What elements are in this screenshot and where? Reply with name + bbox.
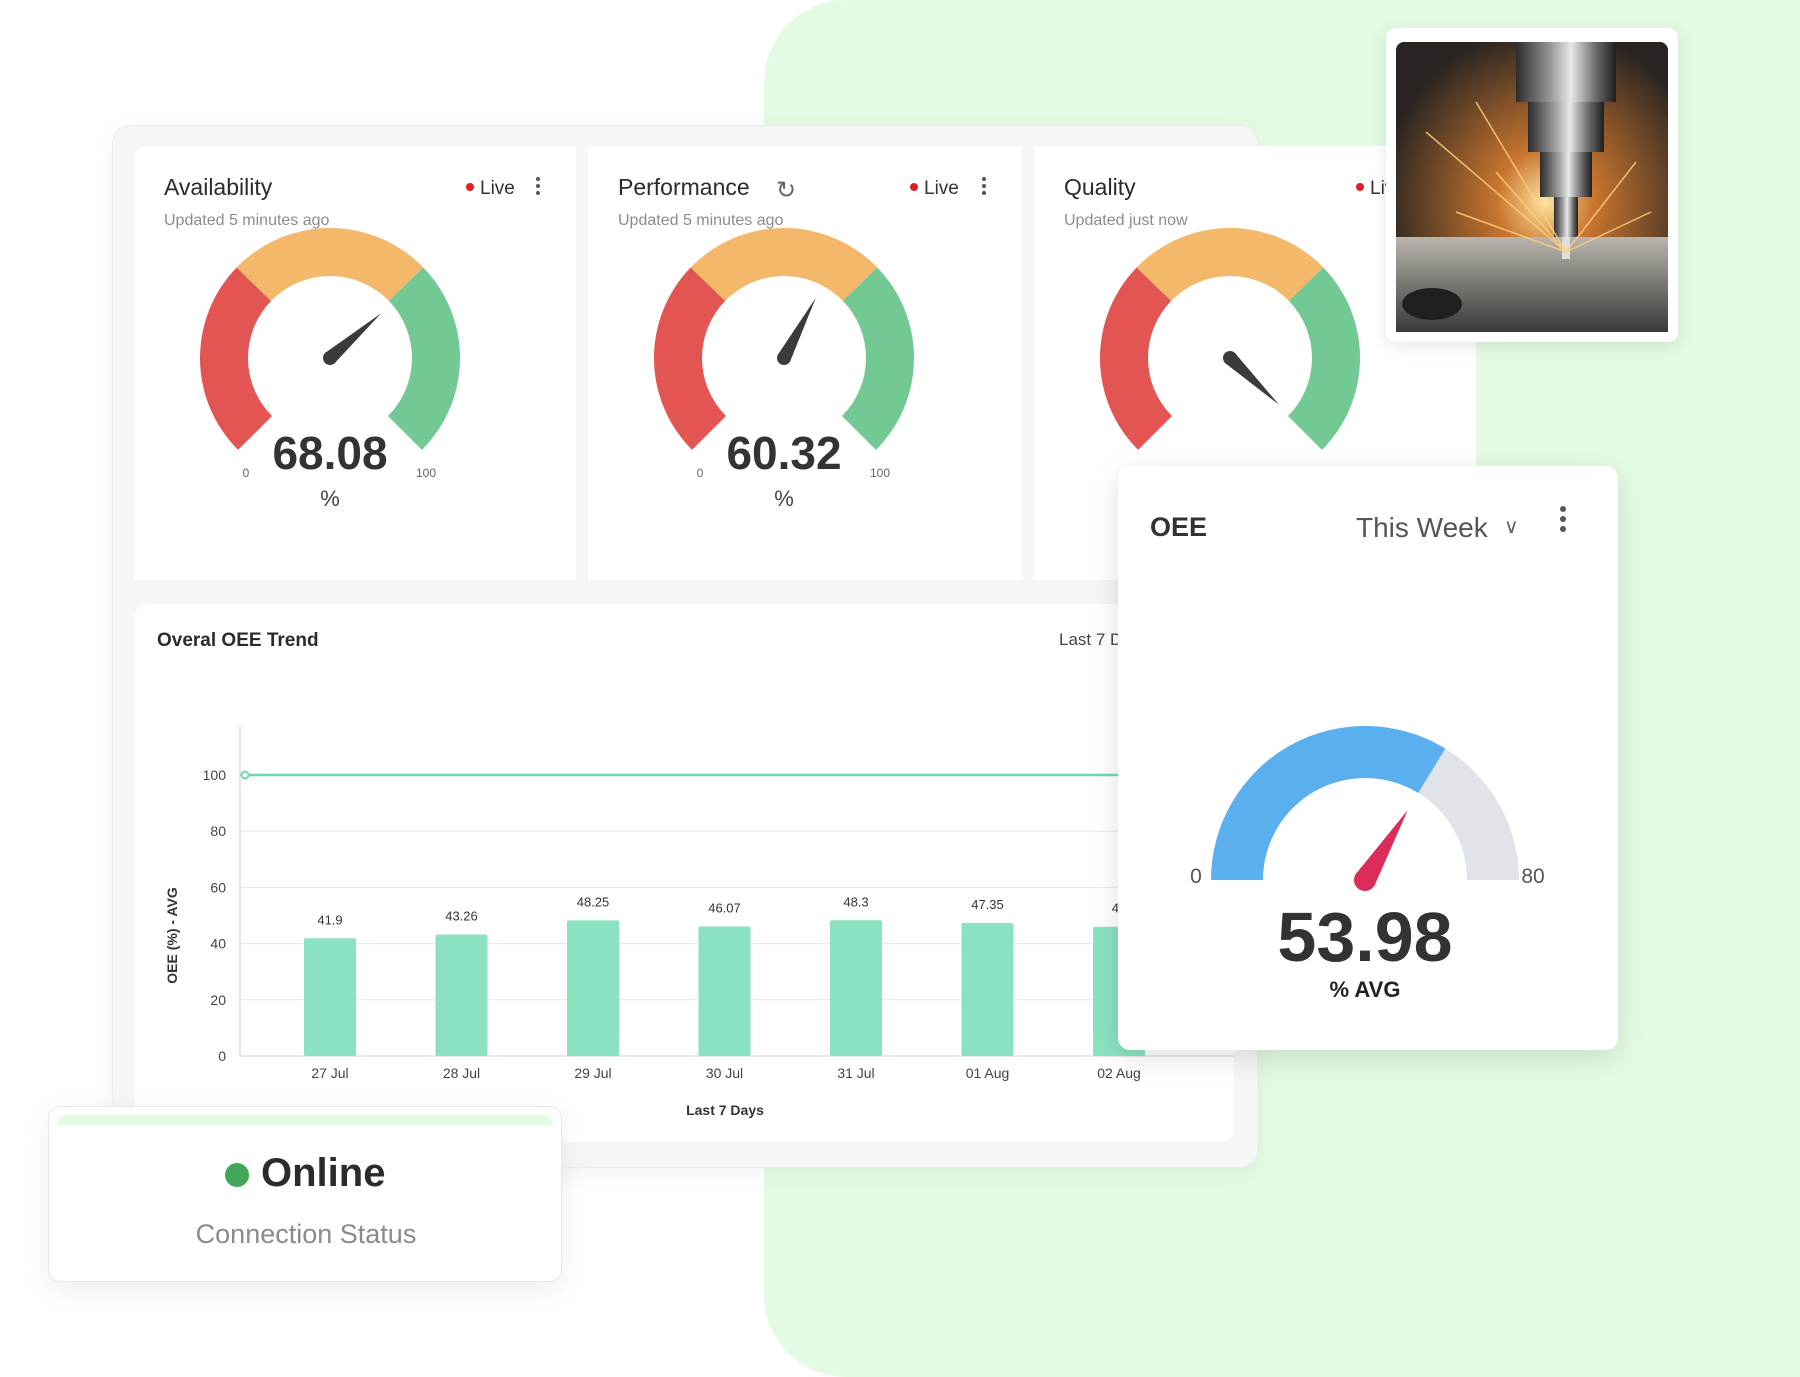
x-tick-label: 28 Jul	[443, 1065, 480, 1081]
kebab-menu-icon[interactable]	[980, 177, 988, 197]
y-tick-label: 40	[210, 936, 226, 952]
bar-31-jul	[830, 920, 882, 1056]
y-tick-label: 0	[218, 1048, 226, 1064]
gauge-green-segment	[841, 267, 914, 450]
machine-photo-card	[1386, 28, 1678, 342]
oee-gauge-needle-hub	[1354, 869, 1376, 891]
card-title: Availability	[164, 174, 273, 200]
cnc-machine-image	[1396, 42, 1668, 332]
gauge-orange-segment	[690, 228, 878, 301]
status-accent-bar	[57, 1115, 553, 1125]
period-dropdown[interactable]: This Week	[1356, 512, 1488, 543]
gauge-value: 68.08	[272, 427, 387, 479]
card-title: Quality	[1064, 174, 1136, 200]
oee-min-label: 0	[1190, 865, 1202, 888]
card-title: Performance	[618, 174, 750, 200]
status-label: Online	[261, 1151, 386, 1195]
refresh-icon[interactable]: ↻	[776, 177, 797, 204]
gauge-orange-segment	[1136, 228, 1324, 301]
x-axis-label: Last 7 Days	[686, 1102, 764, 1118]
oee-trend-chart: 0 20 40 60 80 100 OEE (%) - AVG Last 7 Days 41.9…	[164, 726, 1234, 1118]
gauge-min-label: 0	[697, 466, 704, 480]
gauge-green-segment	[1287, 267, 1360, 450]
bar-data-label: 41.9	[317, 912, 342, 927]
live-dot-icon	[910, 183, 918, 191]
bar-data-label: 43.26	[445, 908, 478, 923]
x-tick-label: 29 Jul	[574, 1065, 611, 1081]
trend-range-selector[interactable]: Last 7 D	[1059, 630, 1123, 649]
target-line-marker	[240, 770, 250, 780]
bar-29-jul	[567, 920, 619, 1056]
y-tick-label: 80	[210, 823, 226, 839]
bar-data-label: 48.25	[577, 894, 610, 909]
gauge-needle-hub	[777, 351, 791, 365]
kebab-menu-icon[interactable]	[1558, 506, 1568, 536]
oee-gauge-needle	[1355, 810, 1408, 886]
gauge-unit: %	[774, 486, 794, 511]
bar-28-jul	[435, 934, 488, 1056]
gauge-needle-hub	[1223, 351, 1237, 365]
gauge-unit: %	[320, 486, 340, 511]
oee-gauge: 0 80 53.98% AVG	[1190, 726, 1545, 1002]
status-dot-icon	[225, 1163, 249, 1187]
x-tick-label: 31 Jul	[837, 1065, 874, 1081]
gauge-red-segment	[200, 267, 273, 450]
bar-30-jul	[698, 926, 751, 1056]
bar-data-label: 48.3	[843, 894, 868, 909]
oee-card: OEE This Week ∨ 0 80 53.98% AVG	[1118, 466, 1618, 1050]
gauge-needle	[325, 313, 382, 364]
performance-gauge: 60.32% 0 100	[654, 228, 914, 511]
gauge-max-label: 100	[416, 466, 436, 480]
gauge-green-segment	[387, 267, 461, 450]
kebab-menu-icon[interactable]	[534, 177, 542, 197]
gauge-orange-segment	[236, 228, 424, 301]
connection-status-card: Online Connection Status	[48, 1106, 562, 1282]
updated-text: Updated 5 minutes ago	[618, 212, 784, 229]
oee-max-label: 80	[1521, 865, 1544, 888]
y-tick-label: 100	[203, 767, 227, 783]
y-tick-label: 60	[210, 879, 226, 895]
gauge-max-label: 100	[870, 466, 890, 480]
performance-card: Performance Updated 5 minutes ago ↻ Live…	[588, 146, 1022, 580]
gauge-needle-hub	[323, 351, 337, 365]
bar-data-label: 47.35	[971, 897, 1004, 912]
availability-card: Availability Updated 5 minutes ago Live …	[134, 146, 576, 580]
bar-data-label: 46.07	[708, 901, 741, 916]
trend-title: Overal OEE Trend	[157, 630, 319, 651]
x-tick-label: 01 Aug	[966, 1065, 1010, 1081]
gauge-needle	[777, 297, 816, 362]
y-tick-label: 20	[210, 992, 226, 1008]
gauge-red-segment	[654, 267, 727, 450]
oee-title: OEE	[1150, 512, 1208, 542]
live-dot-icon	[1356, 183, 1364, 191]
x-tick-label: 27 Jul	[311, 1065, 348, 1081]
live-badge: Live	[910, 178, 959, 200]
updated-text: Updated 5 minutes ago	[164, 212, 330, 229]
gauge-value: 60.32	[726, 427, 841, 479]
y-axis-label: OEE (%) - AVG	[164, 887, 180, 984]
oee-unit: % AVG	[1330, 977, 1401, 1002]
live-dot-icon	[466, 183, 474, 191]
status-sub-label: Connection Status	[195, 1219, 417, 1249]
x-tick-label: 02 Aug	[1097, 1065, 1141, 1081]
quality-gauge	[1100, 228, 1360, 450]
live-badge: Live	[466, 178, 515, 200]
bar-01-aug	[961, 922, 1014, 1056]
gauge-red-segment	[1100, 267, 1173, 450]
availability-gauge: 68.08% 0 100	[200, 228, 461, 511]
oee-gauge-fill	[1211, 726, 1446, 880]
gauge-needle	[1225, 352, 1280, 405]
gauge-min-label: 0	[243, 466, 250, 480]
oee-gauge-remaining	[1418, 748, 1519, 880]
x-tick-label: 30 Jul	[706, 1065, 743, 1081]
updated-text: Updated just now	[1064, 212, 1188, 229]
chevron-down-icon[interactable]: ∨	[1504, 516, 1519, 538]
bar-27-jul	[304, 938, 356, 1056]
oee-value: 53.98	[1277, 898, 1452, 976]
